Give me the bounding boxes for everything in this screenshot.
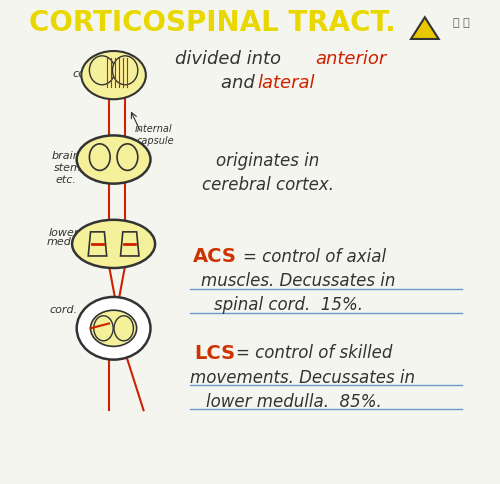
Ellipse shape bbox=[82, 52, 146, 100]
Ellipse shape bbox=[76, 136, 150, 184]
Text: = control of skilled: = control of skilled bbox=[236, 344, 392, 362]
Text: and: and bbox=[220, 74, 260, 92]
Text: cerebral cortex.: cerebral cortex. bbox=[202, 175, 334, 193]
Ellipse shape bbox=[72, 220, 155, 269]
Text: originates in: originates in bbox=[216, 151, 320, 169]
Polygon shape bbox=[88, 232, 106, 257]
Text: CORTICOSPINAL TRACT.: CORTICOSPINAL TRACT. bbox=[30, 9, 396, 37]
Text: internal: internal bbox=[134, 124, 172, 134]
Text: divided into: divided into bbox=[176, 50, 287, 68]
Ellipse shape bbox=[90, 145, 110, 171]
Text: cortex: cortex bbox=[72, 69, 108, 78]
Text: = control of axial: = control of axial bbox=[242, 247, 386, 265]
Ellipse shape bbox=[112, 57, 138, 86]
Text: medulla: medulla bbox=[46, 237, 92, 247]
Text: ACS: ACS bbox=[193, 247, 237, 266]
Text: movements. Decussates in: movements. Decussates in bbox=[190, 368, 415, 386]
Text: LCS: LCS bbox=[194, 343, 235, 362]
Ellipse shape bbox=[76, 297, 150, 360]
Text: stem: stem bbox=[54, 163, 82, 172]
Ellipse shape bbox=[90, 57, 114, 86]
Text: 人 人: 人 人 bbox=[454, 18, 470, 28]
Text: lower medulla.  85%.: lower medulla. 85%. bbox=[206, 392, 382, 410]
Text: muscles. Decussates in: muscles. Decussates in bbox=[201, 272, 395, 289]
Text: cord.: cord. bbox=[49, 304, 77, 315]
Text: lower: lower bbox=[49, 227, 80, 237]
Text: spinal cord.  15%.: spinal cord. 15%. bbox=[214, 296, 364, 314]
Text: anterior: anterior bbox=[316, 50, 386, 68]
Polygon shape bbox=[411, 18, 438, 40]
Ellipse shape bbox=[117, 145, 138, 171]
Text: etc.: etc. bbox=[56, 174, 77, 184]
Text: brain: brain bbox=[52, 151, 80, 160]
Ellipse shape bbox=[114, 316, 134, 341]
Text: capsule: capsule bbox=[136, 136, 174, 146]
Polygon shape bbox=[120, 232, 139, 257]
Ellipse shape bbox=[90, 311, 136, 347]
Ellipse shape bbox=[94, 316, 113, 341]
Text: lateral: lateral bbox=[258, 74, 316, 92]
